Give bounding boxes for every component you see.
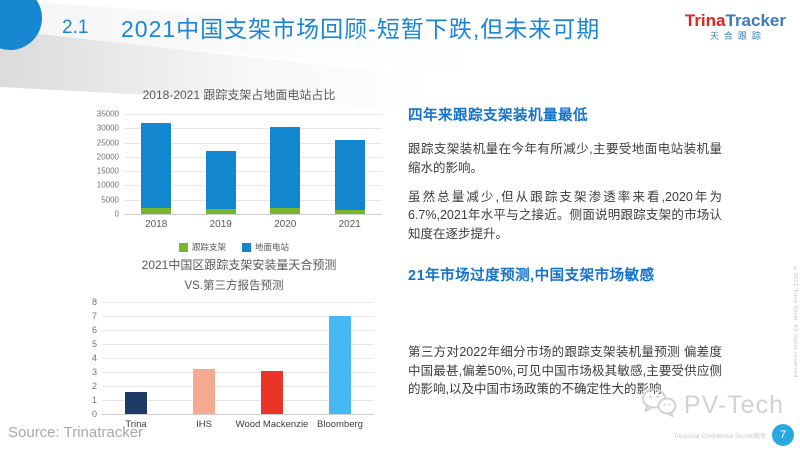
y-axis-tick: 0	[91, 409, 97, 419]
y-axis-tick: 3	[91, 367, 97, 377]
bar-plot: 0 5000 10000 15000 20000 25000 30000 35000 2018 2…	[97, 110, 382, 230]
pvtech-watermark: PV-Tech	[641, 387, 784, 424]
insight-heading-2: 21年市场过度预测,中国支架市场敏感	[408, 267, 655, 284]
legend-item: 跟踪支架	[178, 241, 226, 253]
legend-item: 地面电站	[242, 241, 289, 253]
y-axis-tick: 25000	[96, 138, 119, 148]
bar-segment	[270, 126, 301, 208]
bar-segment	[205, 208, 236, 214]
y-axis-tick: 35000	[96, 109, 119, 119]
insight-paragraph-3: 第三方对2022年细分市场的跟踪支架装机量预测 偏差度中国最甚,偏差50%,可见…	[408, 344, 722, 397]
y-axis-tick: 6	[91, 325, 97, 335]
chart-subtitle: VS.第三方报告预测	[184, 280, 284, 292]
pvtech-text: PV-Tech	[683, 391, 784, 419]
y-axis-tick: 30000	[96, 123, 119, 133]
x-axis-label: Trina	[125, 419, 147, 430]
x-axis-label: Bloomberg	[317, 419, 363, 430]
gridline	[124, 199, 382, 201]
bar-segment	[141, 122, 172, 209]
gridline	[102, 358, 374, 359]
y-axis-tick: 10000	[96, 180, 119, 190]
x-axis-label: IHS	[196, 419, 212, 430]
wechat-icon	[641, 387, 677, 424]
source-note: Source: Trinatracker	[8, 424, 144, 441]
x-axis-label: Wood Mackenzie	[235, 419, 309, 430]
insight-paragraph-1: 跟踪支架装机量在今年有所减少,主要受地面电站装机量缩水的影响。	[408, 142, 722, 175]
confidential-note: Trinasolar Confidential Secret/绝密	[673, 434, 766, 440]
tracker-share-stacked-chart: 2018-2021 跟踪支架占地面电站占比 0 5000 10000 15000 200…	[84, 86, 384, 253]
bar-segment	[261, 371, 283, 414]
gridline	[102, 316, 374, 317]
logo-chinese: 天合跟踪	[709, 30, 766, 41]
gridline	[124, 114, 382, 115]
bar-segment	[334, 139, 365, 210]
commentary-column: 四年来跟踪支架装机量最低 跟踪支架装机量在今年有所减少,主要受地面电站装机量缩水…	[408, 104, 722, 399]
x-axis-label: 2020	[274, 219, 297, 230]
gridline	[102, 400, 374, 401]
insight-heading-1: 四年来跟踪支架装机量最低	[408, 108, 588, 124]
gridline	[102, 302, 374, 303]
y-axis-tick: 5000	[101, 195, 119, 205]
gridline	[102, 386, 374, 387]
gridline	[124, 128, 382, 130]
page-title: 2021中国支架市场回顾-短暂下跌,但未来可期	[121, 16, 601, 42]
chart-title: 2018-2021 跟踪支架占地面电站占比	[142, 88, 336, 102]
logo-tracker: Tracker	[725, 11, 787, 30]
forecast-comparison-chart: 2021中国区跟踪支架安装量天合预测 VS.第三方报告预测 0 1 2 3 4 5 6 7 8 T…	[84, 256, 384, 430]
gridline	[102, 330, 374, 331]
gridline	[102, 344, 374, 345]
x-axis-label: 2018	[145, 219, 168, 230]
chart-legend: 跟踪支架 地面电站	[84, 241, 384, 253]
bar-segment	[193, 368, 215, 414]
gridline	[124, 214, 382, 215]
legend-swatch	[178, 242, 188, 252]
y-axis-tick: 5	[91, 339, 97, 349]
bar-segment	[270, 207, 301, 214]
legend-swatch	[242, 242, 251, 252]
y-axis-tick: 1	[91, 395, 97, 405]
legend-label: 地面电站	[255, 242, 290, 252]
y-axis-tick: 15000	[96, 166, 119, 176]
bar-segment	[329, 316, 351, 414]
gridline	[102, 372, 374, 373]
bar-segment	[205, 150, 236, 209]
bar-segment	[125, 392, 147, 414]
y-axis-tick: 4	[91, 353, 97, 363]
bar-plot: 0 1 2 3 4 5 6 7 8 Trina IHS Wood Mackenzie Bloomberg	[92, 297, 374, 430]
legend-label: 跟踪支架	[191, 242, 226, 252]
gridline	[124, 156, 382, 158]
gridline	[124, 142, 382, 144]
x-axis-label: 2019	[209, 219, 232, 230]
bar-segment	[334, 209, 365, 214]
logo-wordmark: TrinaTracker	[684, 11, 787, 31]
y-axis-tick: 7	[91, 311, 97, 321]
insight-paragraph-2: 虽然总量减少,但从跟踪支架渗透率来看,2020年为6.7%,2021年水平与之接…	[408, 189, 722, 242]
section-number: 2.1	[62, 17, 89, 38]
gridline	[124, 171, 382, 173]
page-number-badge: 7	[772, 424, 794, 446]
y-axis-tick: 2	[91, 381, 97, 391]
gridline	[124, 185, 382, 187]
x-axis-label: 2021	[338, 219, 361, 230]
y-axis-tick: 8	[91, 297, 97, 307]
y-axis-tick: 0	[114, 209, 119, 219]
chart-title: 2021中国区跟踪支架安装量天合预测	[141, 258, 337, 272]
trinatracker-logo: TrinaTracker 天合跟踪	[684, 11, 787, 42]
y-axis-tick: 20000	[96, 152, 119, 162]
bar-segment	[141, 208, 172, 214]
rights-note: ©2021 Trina Solar, All rights reserved	[792, 266, 798, 378]
logo-trina: Trina	[684, 11, 726, 30]
gridline	[102, 414, 374, 415]
